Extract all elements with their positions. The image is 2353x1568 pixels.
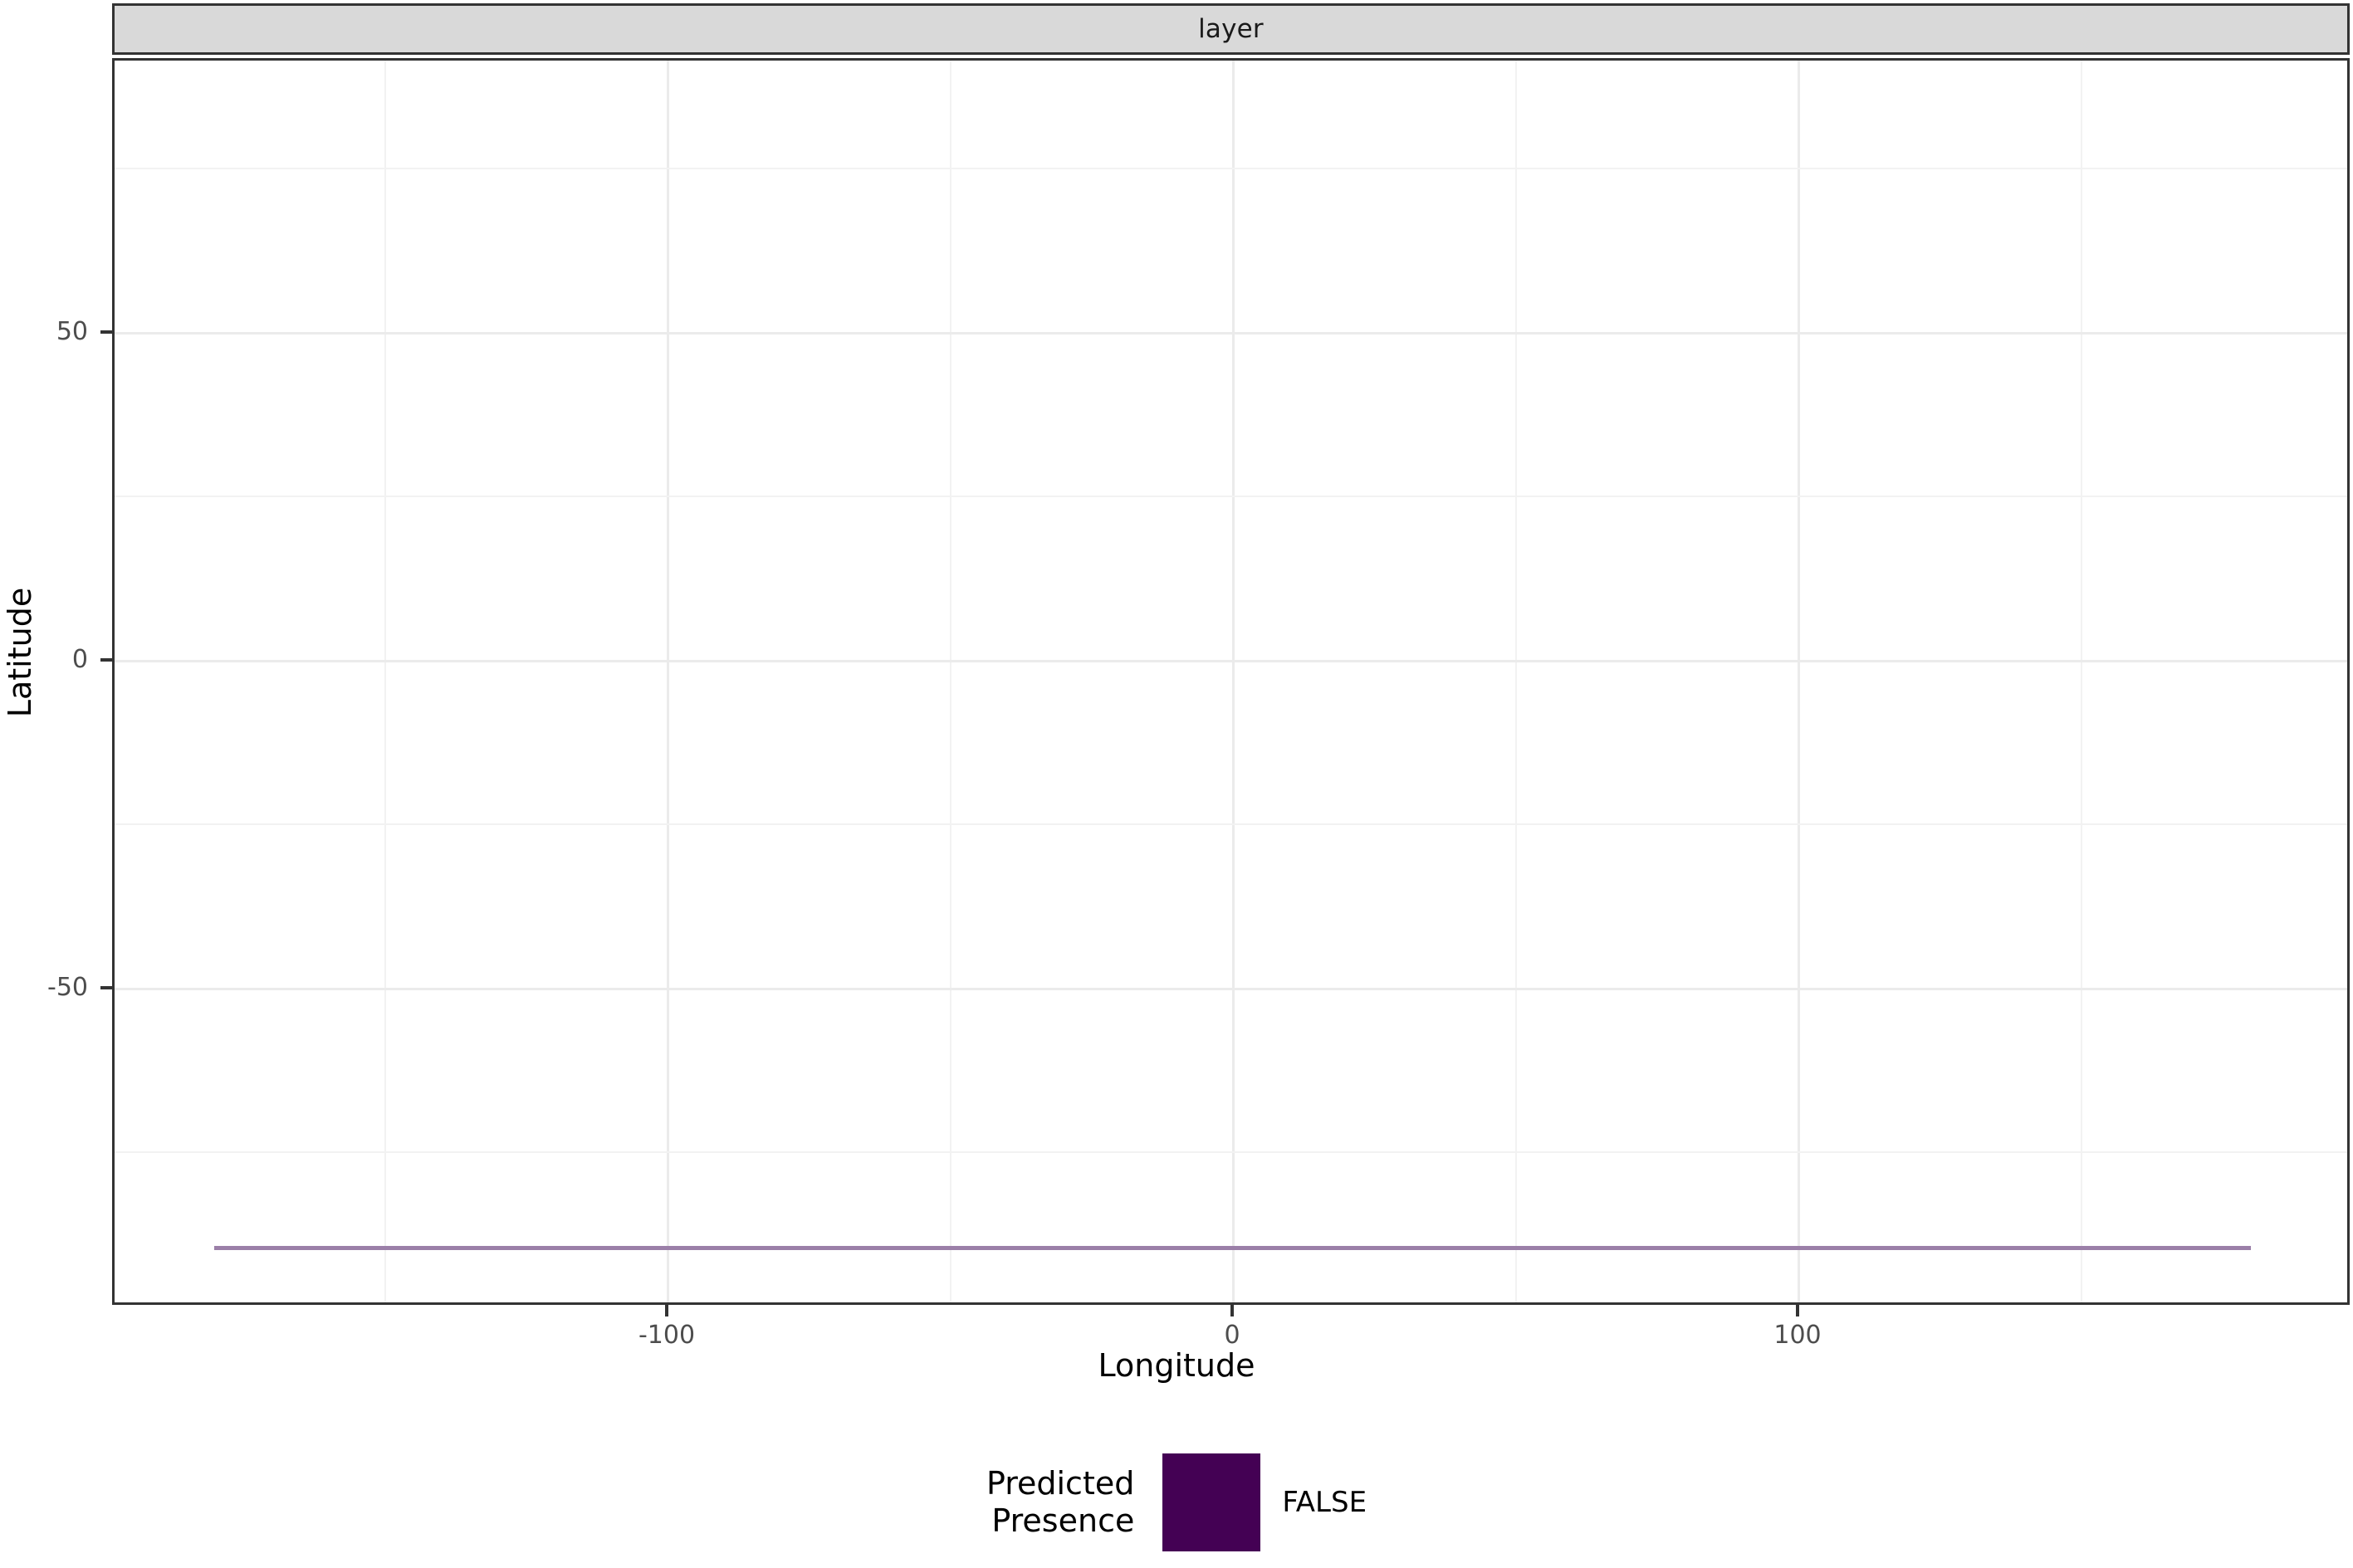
gridline-x-minor-50	[1515, 61, 1517, 1302]
tick-x-0	[1230, 1305, 1234, 1316]
axis-title-y: Latitude	[2, 0, 38, 1305]
axis-title-x: Longitude	[1098, 1347, 1255, 1384]
ticklabel-y-neg50: -50	[47, 973, 88, 1002]
tick-y-50	[100, 330, 112, 334]
ticklabel-x-0: 0	[1224, 1321, 1240, 1350]
facet-strip-label: layer	[1198, 13, 1264, 44]
gridline-y-minor-neg25	[115, 823, 2347, 825]
tick-x-neg100	[665, 1305, 668, 1316]
gridline-x-minor-neg150	[384, 61, 386, 1302]
gridline-y-major-neg50	[115, 988, 2347, 990]
gridline-x-major-100	[1798, 61, 1800, 1302]
tick-x-100	[1796, 1305, 1799, 1316]
gridline-y-major-0	[115, 660, 2347, 662]
gridline-x-minor-neg50	[950, 61, 951, 1302]
ticklabel-y-0: 0	[71, 645, 88, 674]
ticklabel-y-50: 50	[56, 317, 88, 346]
gridline-y-minor-75	[115, 168, 2347, 169]
tick-y-neg50	[100, 986, 112, 989]
facet-strip: layer	[112, 3, 2350, 55]
gridline-x-major-neg100	[667, 61, 669, 1302]
legend-item-false[interactable]: FALSE	[1162, 1453, 1367, 1551]
gridline-x-major-0	[1232, 61, 1235, 1302]
gridline-y-minor-neg75	[115, 1151, 2347, 1153]
legend: Predicted Presence FALSE	[0, 1444, 2353, 1561]
gridline-y-major-50	[115, 332, 2347, 335]
tick-y-0	[100, 658, 112, 662]
plot-panel	[112, 58, 2350, 1305]
axis-title-y-text: Latitude	[2, 587, 38, 718]
legend-swatch-false	[1162, 1453, 1261, 1551]
gridline-x-minor-150	[2081, 61, 2082, 1302]
geom-raster-band	[214, 1246, 2251, 1250]
ticklabel-x-neg100: -100	[638, 1321, 696, 1350]
ticklabel-x-100: 100	[1773, 1321, 1822, 1350]
panel-grid	[115, 61, 2347, 1302]
legend-title: Predicted Presence	[986, 1465, 1135, 1539]
gridline-y-minor-25	[115, 496, 2347, 497]
legend-label-false: FALSE	[1282, 1486, 1367, 1519]
